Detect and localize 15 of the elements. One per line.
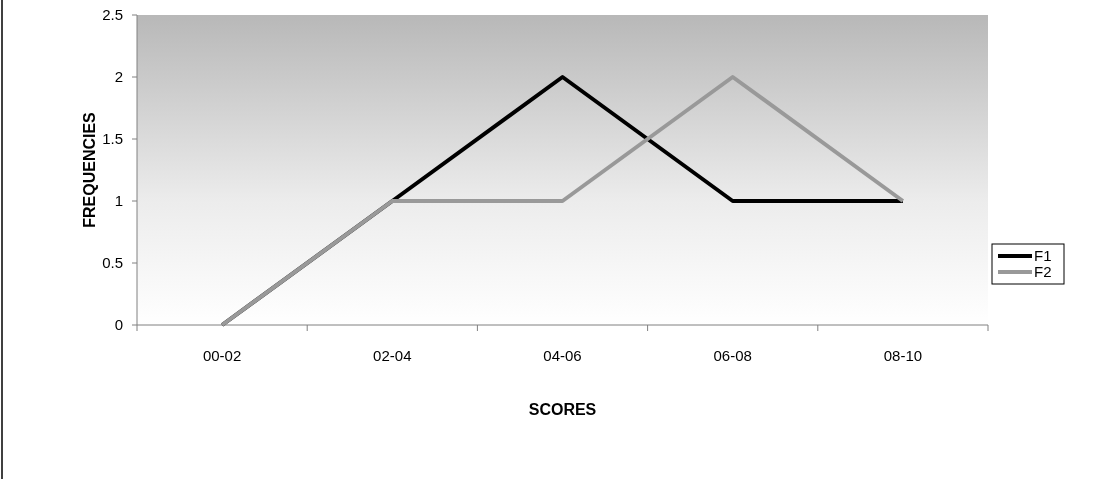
y-tick-label: 2.5 (102, 6, 123, 24)
x-tick-label: 04-06 (543, 347, 582, 364)
x-axis-title: SCORES (528, 401, 597, 418)
y-tick-label: 2 (114, 68, 123, 86)
x-tick-label: 08-10 (883, 347, 923, 364)
x-tick-label: 00-02 (202, 347, 242, 364)
y-tick-label: 0 (114, 316, 123, 334)
y-tick-label: 0.5 (102, 254, 123, 272)
y-tick-label: 1.5 (102, 130, 123, 148)
y-tick-label: 1 (114, 192, 123, 210)
y-axis-title: FREQUENCIES (81, 111, 98, 228)
x-tick-label: 06-08 (713, 347, 752, 364)
x-tick-label: 02-04 (373, 347, 412, 364)
legend-label: F2 (1034, 263, 1052, 281)
legend-label: F1 (1034, 247, 1052, 265)
